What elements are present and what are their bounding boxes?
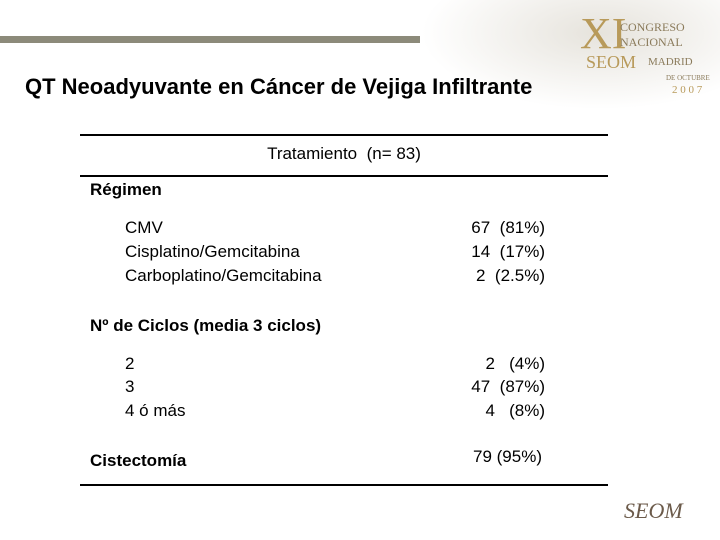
top-bar <box>0 36 580 43</box>
rule <box>80 484 608 486</box>
logo-society: SEOM <box>586 52 637 72</box>
section-title: Cistectomía <box>90 451 187 470</box>
row-label: 2 <box>125 354 135 373</box>
logo-bg <box>420 0 720 110</box>
section-title: Nº de Ciclos (media 3 ciclos) <box>90 316 322 335</box>
row-label: 3 <box>125 377 135 396</box>
row-value: 2 (2.5%) <box>476 266 545 285</box>
row-value: 2 (4%) <box>485 354 545 373</box>
logo-numeral: XI <box>580 9 627 58</box>
row-value: 67 (81%) <box>471 218 545 237</box>
row-value: 79 (95%) <box>473 447 542 466</box>
title: QT Neoadyuvante en Cáncer de Vejiga Infi… <box>25 74 533 99</box>
footer-logo: SEOM <box>624 498 683 523</box>
logo-text: Nacional <box>620 35 683 49</box>
row-value: 4 (8%) <box>485 401 545 420</box>
logo-text: Madrid <box>648 56 693 68</box>
rule <box>80 134 608 136</box>
row-value: 14 (17%) <box>471 242 545 261</box>
row-label: 4 ó más <box>125 401 186 420</box>
logo-text: 2 0 0 7 <box>672 84 703 96</box>
row-label: Carboplatino/Gemcitabina <box>125 266 322 285</box>
row-label: Cisplatino/Gemcitabina <box>125 242 300 261</box>
table-header: Tratamiento (n= 83) <box>267 144 421 163</box>
row-value: 47 (87%) <box>471 377 545 396</box>
rule <box>80 175 608 177</box>
logo-text: de Octubre <box>666 74 710 82</box>
logo-text: Congreso <box>620 20 685 34</box>
row-label: CMV <box>125 218 163 237</box>
section-title: Régimen <box>90 180 162 199</box>
